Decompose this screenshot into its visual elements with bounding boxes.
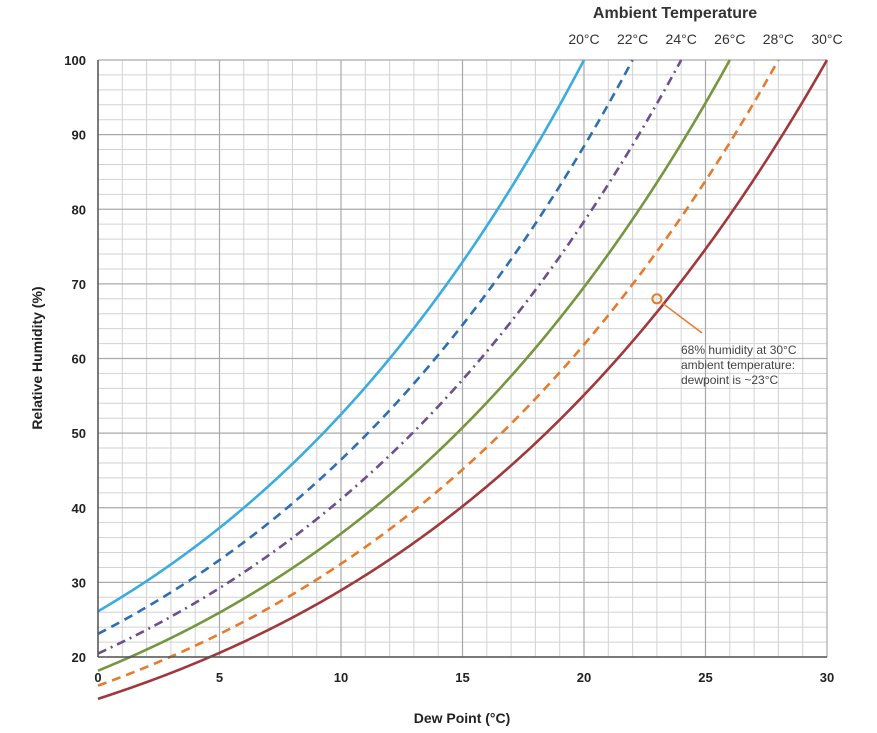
legend: 20°C 22°C 24°C 26°C 28°C 30°C (568, 31, 842, 47)
x-tick-label: 5 (216, 670, 223, 685)
legend-title: Ambient Temperature (593, 5, 757, 22)
y-tick-label: 30 (72, 575, 86, 590)
annotation-marker (651, 293, 663, 305)
y-tick-label: 20 (72, 650, 86, 665)
y-tick-label: 90 (72, 128, 86, 143)
annotation-text-line: dewpoint is ~23°C (681, 373, 779, 387)
series-line-26 (97, 59, 731, 672)
annotation-text-line: ambient temperature: (681, 358, 795, 372)
series-line-20 (97, 59, 586, 613)
x-tick-label: 10 (334, 670, 348, 685)
y-tick-label: 100 (64, 53, 86, 68)
y-tick-label: 60 (72, 352, 86, 367)
series-line-22 (97, 59, 634, 636)
series-lines (97, 59, 829, 701)
legend-label-22: 22°C (617, 31, 648, 47)
y-tick-label: 40 (72, 501, 86, 516)
series-line-30 (97, 59, 829, 701)
x-tick-label: 25 (698, 670, 712, 685)
legend-label-26: 26°C (714, 31, 745, 47)
series-line-24 (97, 59, 683, 655)
x-axis-title: Dew Point (°C) (414, 710, 511, 726)
annotation-leader-line (661, 302, 703, 334)
x-tick-label: 15 (455, 670, 469, 685)
y-tick-label: 50 (72, 426, 86, 441)
axes: 0 5 10 15 20 25 30 20 30 40 50 60 70 80 90 100 (64, 53, 834, 685)
legend-label-30: 30°C (811, 31, 842, 47)
y-axis-title: Relative Humidity (%) (29, 286, 45, 429)
x-tick-label: 20 (577, 670, 591, 685)
legend-label-24: 24°C (666, 31, 697, 47)
y-tick-label: 70 (72, 277, 86, 292)
x-tick-label: 30 (820, 670, 834, 685)
legend-label-20: 20°C (568, 31, 599, 47)
annotation-text-line: 68% humidity at 30°C (681, 343, 797, 357)
series-line-28 (97, 59, 780, 687)
y-tick-label: 80 (72, 202, 86, 217)
legend-label-28: 28°C (763, 31, 794, 47)
x-tick-label: 0 (94, 670, 101, 685)
